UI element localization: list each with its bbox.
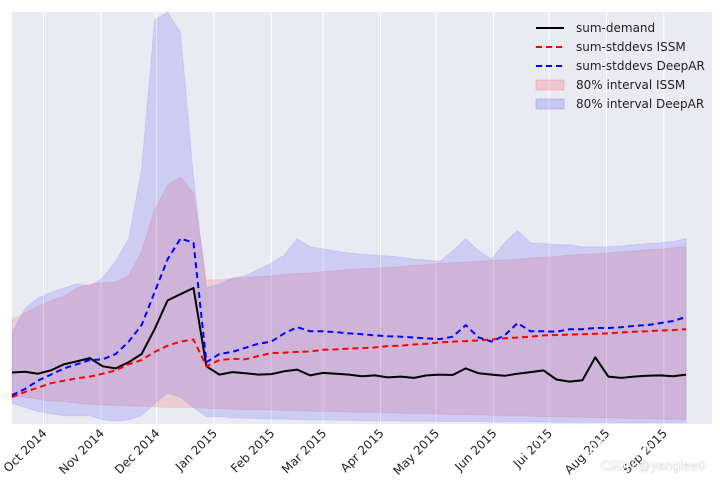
x-tick-label: Apr 2015 <box>338 426 387 475</box>
x-tick-label: May 2015 <box>390 426 442 478</box>
series-line-0 <box>11 287 687 383</box>
plot-background <box>12 12 712 424</box>
interval-bands <box>11 11 687 424</box>
x-tick-label: Jan 2015 <box>172 426 220 474</box>
interval-band-0 <box>11 176 687 421</box>
legend-label: 80% interval ISSM <box>576 78 685 92</box>
x-tick-label: Jun 2015 <box>451 426 499 474</box>
x-tick-label: Nov 2014 <box>56 426 107 477</box>
watermark-csdn: CSDN @yanglee0 <box>600 459 706 473</box>
legend-swatch <box>535 79 565 91</box>
series-line-1 <box>11 328 687 399</box>
legend: sum-demand sum-stddevs ISSM sum-stddevs De… <box>535 21 705 111</box>
interval-band-1 <box>11 11 687 424</box>
legend-label: 80% interval DeepAR <box>576 97 704 111</box>
series-line-2 <box>11 237 687 397</box>
x-tick-label: Mar 2015 <box>279 426 329 476</box>
legend-swatch <box>535 98 565 110</box>
x-tick-label: Oct 2014 <box>1 426 50 475</box>
gridlines <box>42 12 665 424</box>
legend-label: sum-stddevs DeepAR <box>576 59 705 73</box>
watermark-zhihu: 知乎 @马东什么 <box>508 437 678 461</box>
legend-label: sum-demand <box>576 21 655 35</box>
x-tick-label: Feb 2015 <box>228 426 277 475</box>
series-lines <box>11 237 687 399</box>
x-tick-label: Dec 2014 <box>112 426 163 477</box>
legend-label: sum-stddevs ISSM <box>576 40 686 54</box>
